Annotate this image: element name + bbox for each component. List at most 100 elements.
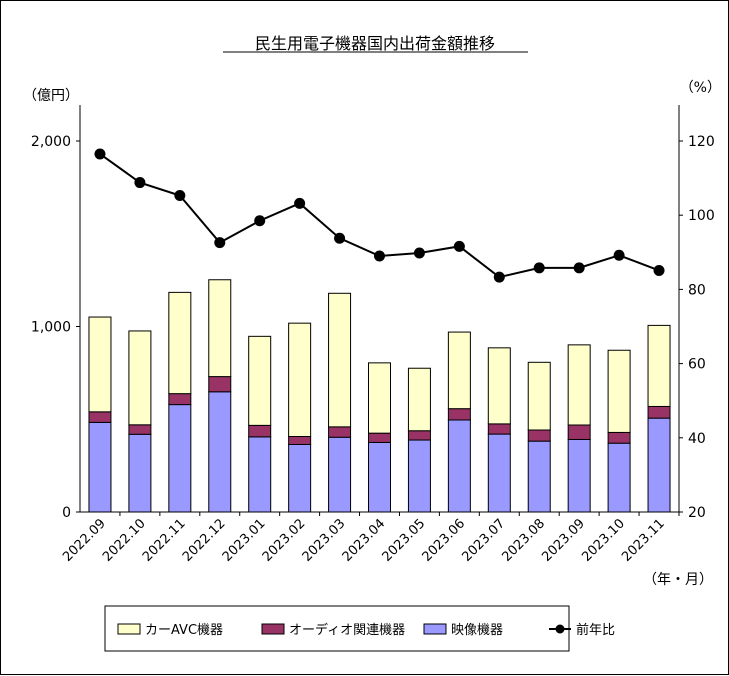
- x-tick-label: 2022.11: [140, 516, 189, 565]
- line-point: [613, 249, 625, 261]
- bar-segment-2: [368, 362, 391, 434]
- bar-segment-1: [487, 423, 511, 435]
- x-tick-label: 2023.01: [220, 516, 269, 565]
- bar-segment-0: [607, 442, 631, 513]
- bar-segment-0: [567, 438, 591, 513]
- bar-segment-2: [447, 331, 471, 410]
- bar-segment-1: [407, 430, 431, 441]
- bar-segment-1: [328, 426, 352, 438]
- y-right-tick-label: 80: [688, 282, 706, 298]
- bar-segment-2: [647, 324, 671, 407]
- line-point: [94, 148, 106, 160]
- right-axis-unit: （%）: [680, 80, 721, 96]
- legend: カーAVC機器 オーディオ関連機器 映像機器 前年比: [104, 605, 615, 652]
- line-point: [493, 271, 505, 283]
- line-point: [214, 237, 226, 249]
- bar-segment-0: [88, 421, 112, 513]
- line-point: [254, 215, 266, 227]
- bar-segment-2: [567, 344, 591, 426]
- y-right-tick-label: 60: [688, 357, 706, 373]
- line-point: [453, 240, 465, 252]
- bar-segment-0: [407, 439, 431, 513]
- y-left-tick-label: 1,000: [31, 320, 71, 336]
- line-point: [413, 247, 425, 259]
- y-right-tick-label: 20: [688, 505, 706, 521]
- line-point: [294, 197, 306, 209]
- bar-segment-0: [527, 440, 551, 513]
- legend-swatch-marker: [555, 624, 565, 634]
- bar-segment-2: [527, 361, 551, 431]
- x-tick-label: 2023.04: [340, 516, 389, 565]
- bar-segment-0: [128, 433, 152, 513]
- bar-segment-1: [447, 408, 471, 421]
- legend-box: [104, 605, 570, 652]
- x-tick-label: 2022.10: [100, 516, 149, 565]
- line-point: [533, 262, 545, 274]
- legend-label: 映像機器: [451, 623, 503, 638]
- legend-label: 前年比: [576, 622, 615, 638]
- bar-segment-2: [607, 349, 631, 433]
- bar-segment-2: [88, 316, 112, 413]
- x-tick-label: 2023.05: [380, 516, 429, 565]
- line-point: [573, 262, 585, 274]
- y-left-tick-label: 2,000: [31, 134, 71, 150]
- line-point: [334, 232, 346, 244]
- x-tick-label: 2023.10: [579, 516, 628, 565]
- bar-segment-1: [527, 429, 551, 442]
- line-point: [174, 190, 186, 202]
- bar-segment-1: [128, 424, 152, 435]
- x-tick-label: 2023.02: [260, 516, 309, 565]
- x-tick-label: 2023.11: [619, 516, 668, 565]
- y-left-tick-label: 0: [62, 505, 71, 521]
- chart-title: 民生用電子機器国内出荷金額推移: [255, 34, 495, 53]
- bar-segment-1: [647, 405, 671, 419]
- bar-segment-0: [248, 436, 272, 513]
- x-tick-label: 2023.06: [420, 516, 469, 565]
- y-right-tick-label: 100: [688, 208, 715, 224]
- bar-segment-0: [368, 441, 391, 513]
- bar-segment-1: [168, 393, 192, 406]
- bar-segment-0: [288, 443, 312, 513]
- bar-segment-2: [248, 335, 272, 426]
- plot-area: 01,0002,000204060801001202022.092022.102…: [31, 105, 715, 565]
- bar-segment-0: [328, 436, 352, 513]
- legend-label: カーAVC機器: [145, 623, 223, 638]
- y-right-tick-label: 40: [688, 431, 706, 447]
- line-point: [134, 177, 146, 189]
- x-tick-label: 2023.09: [539, 516, 588, 565]
- line-point: [653, 264, 665, 276]
- x-axis-unit: （年・月）: [643, 572, 713, 588]
- legend-swatch: [261, 623, 285, 635]
- bar-segment-1: [607, 431, 631, 444]
- bar-segment-2: [328, 292, 352, 428]
- bar-segment-1: [567, 424, 591, 440]
- left-axis-unit: （億円）: [23, 88, 79, 104]
- bar-segment-2: [128, 330, 152, 426]
- x-tick-label: 2022.12: [180, 516, 229, 565]
- x-tick-label: 2023.08: [499, 516, 548, 565]
- bar-segment-0: [168, 404, 192, 513]
- x-tick-label: 2023.03: [300, 516, 349, 565]
- bar-segment-0: [647, 417, 671, 513]
- y-right-tick-label: 120: [688, 134, 715, 150]
- legend-swatch: [117, 623, 141, 635]
- bar-segment-2: [487, 347, 511, 425]
- bar-segment-0: [208, 391, 232, 513]
- bar-segment-2: [168, 291, 192, 395]
- bar-segment-1: [288, 436, 312, 445]
- legend-label: オーディオ関連機器: [289, 622, 405, 638]
- bar-segment-1: [368, 432, 391, 443]
- legend-items: カーAVC機器 オーディオ関連機器 映像機器 前年比: [117, 622, 615, 638]
- bar-segment-0: [487, 433, 511, 513]
- legend-swatch: [423, 623, 447, 635]
- x-tick-label: 2023.07: [460, 516, 509, 565]
- bar-segment-2: [407, 367, 431, 432]
- bar-segment-0: [447, 419, 471, 513]
- bar-segment-2: [288, 322, 312, 438]
- line-point: [374, 250, 385, 262]
- bar-segment-1: [248, 424, 272, 438]
- bar-segment-1: [88, 411, 112, 423]
- x-tick-label: 2022.09: [60, 516, 109, 565]
